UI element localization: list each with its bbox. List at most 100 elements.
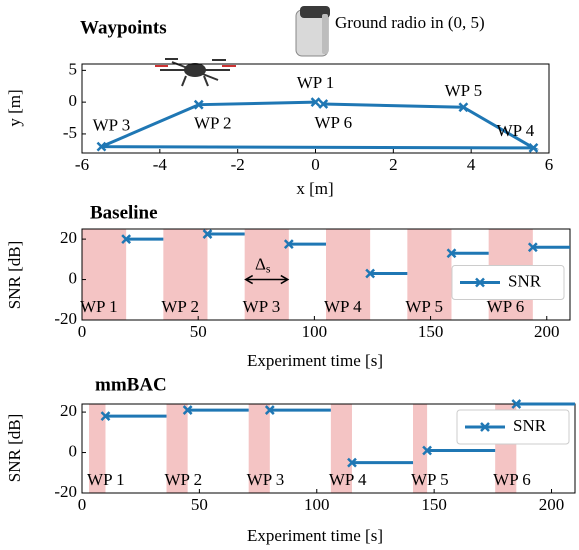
x-axis-label: x [m]	[296, 179, 333, 198]
shaded-region	[82, 229, 127, 320]
chart-title: Baseline	[90, 202, 158, 223]
y-tick-label: 5	[69, 59, 78, 78]
region-label: WP 3	[243, 297, 281, 316]
series-line	[100, 100, 540, 150]
span-subscript: s	[266, 261, 271, 275]
legend-marker	[475, 277, 485, 288]
point-label: WP 4	[497, 121, 535, 140]
legend-box	[456, 409, 570, 445]
x-tick-label: 50	[190, 322, 207, 341]
x-axis-label: Experiment time [s]	[247, 526, 383, 545]
shaded-region	[89, 404, 106, 493]
x-axis-label: Experiment time [s]	[247, 351, 383, 370]
point-label: WP 2	[194, 114, 232, 133]
legend-marker	[480, 422, 490, 432]
plot-frame	[81, 403, 576, 494]
y-tick-label: 20	[60, 401, 77, 420]
region-label: WP 4	[324, 297, 362, 316]
y-tick-label: 0	[69, 441, 78, 460]
marker	[121, 234, 132, 244]
x-tick-label: 50	[191, 495, 208, 514]
marker	[202, 229, 213, 239]
marker	[100, 411, 111, 422]
marker	[527, 242, 538, 253]
marker	[264, 405, 275, 415]
region-label: WP 1	[87, 470, 125, 489]
shaded-region	[330, 404, 352, 493]
y-tick-label: -5	[63, 123, 77, 142]
chart-title: mmBAC	[95, 374, 167, 395]
marker	[310, 97, 321, 108]
x-tick-label: 100	[304, 495, 330, 514]
region-label: WP 3	[247, 470, 285, 489]
x-tick-label: 4	[467, 155, 476, 174]
y-axis-label: y [m]	[5, 89, 24, 126]
shaded-region	[248, 404, 270, 493]
y-axis-label: SNR [dB]	[5, 414, 24, 482]
x-tick-label: -6	[75, 155, 89, 174]
marker	[365, 268, 376, 279]
marker	[193, 99, 204, 110]
series-line	[105, 402, 575, 465]
region-label: WP 5	[405, 297, 443, 316]
x-tick-label: -4	[153, 155, 168, 174]
span-label: Δs	[255, 254, 271, 275]
y-axis-label: SNR [dB]	[5, 241, 24, 309]
x-tick-label: 150	[421, 495, 447, 514]
plot-frame	[81, 228, 571, 321]
legend-label: SNR	[513, 416, 547, 435]
marker	[458, 102, 469, 113]
y-tick-label: 20	[60, 228, 77, 247]
marker	[528, 143, 539, 153]
x-tick-label: 6	[545, 155, 554, 174]
x-tick-label: 2	[389, 155, 398, 174]
region-label: WP 5	[411, 470, 449, 489]
shaded-region	[244, 229, 289, 320]
point-label: WP 5	[445, 81, 483, 100]
marker	[318, 99, 329, 109]
point-label: WP 1	[297, 73, 335, 92]
region-label: WP 6	[487, 297, 525, 316]
shaded-region	[163, 229, 208, 320]
arrow-head	[244, 274, 290, 285]
x-tick-label: 150	[418, 322, 444, 341]
shaded-region	[407, 229, 452, 320]
marker	[422, 445, 432, 456]
shaded-region	[413, 404, 428, 493]
marker	[182, 405, 193, 415]
x-tick-label: 200	[539, 495, 565, 514]
y-tick-label: -20	[54, 309, 77, 328]
region-label: WP 6	[493, 470, 531, 489]
y-tick-label: 0	[69, 91, 78, 110]
x-tick-label: 0	[78, 495, 87, 514]
shaded-region	[166, 404, 188, 493]
annotation: Ground radio in (0, 5)	[335, 13, 485, 32]
legend-box	[451, 265, 565, 300]
y-tick-label: -20	[54, 482, 77, 501]
shaded-region	[326, 229, 371, 320]
x-tick-label: 0	[78, 322, 87, 341]
x-tick-label: 100	[302, 322, 328, 341]
x-tick-label: 0	[311, 155, 320, 174]
region-label: WP 4	[329, 470, 367, 489]
x-tick-label: 200	[534, 322, 560, 341]
radio-icon	[295, 6, 330, 57]
marker	[283, 239, 294, 250]
marker	[347, 457, 357, 468]
series-line	[126, 232, 570, 275]
y-tick-label: 0	[69, 268, 78, 287]
drone-icon	[155, 58, 236, 87]
marker	[511, 399, 522, 409]
point-label: WP 6	[314, 113, 352, 132]
region-label: WP 1	[80, 297, 118, 316]
chart-title: Waypoints	[80, 17, 167, 38]
marker	[446, 248, 457, 259]
region-label: WP 2	[161, 297, 199, 316]
span-symbol: Δ	[255, 254, 266, 273]
x-tick-label: -2	[231, 155, 245, 174]
marker	[96, 141, 107, 152]
region-label: WP 2	[165, 470, 203, 489]
legend-label: SNR	[508, 271, 542, 290]
point-label: WP 3	[93, 116, 131, 135]
